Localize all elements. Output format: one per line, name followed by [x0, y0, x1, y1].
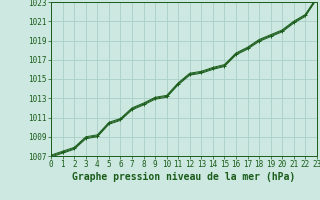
X-axis label: Graphe pression niveau de la mer (hPa): Graphe pression niveau de la mer (hPa): [72, 172, 296, 182]
